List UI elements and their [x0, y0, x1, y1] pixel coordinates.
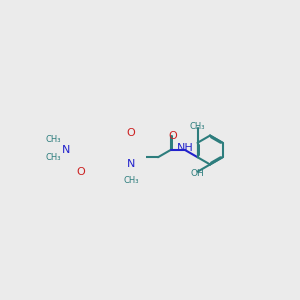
Text: O: O [127, 128, 135, 138]
Text: CH₃: CH₃ [123, 176, 139, 185]
Text: O: O [168, 130, 177, 140]
Text: NH: NH [177, 143, 194, 153]
Text: CH₃: CH₃ [46, 135, 61, 144]
Text: O: O [77, 167, 85, 177]
Text: CH₃: CH₃ [46, 153, 61, 162]
Text: CH₃: CH₃ [190, 122, 205, 130]
Text: N: N [127, 160, 135, 170]
Text: OH: OH [191, 169, 204, 178]
Text: N: N [62, 145, 71, 155]
